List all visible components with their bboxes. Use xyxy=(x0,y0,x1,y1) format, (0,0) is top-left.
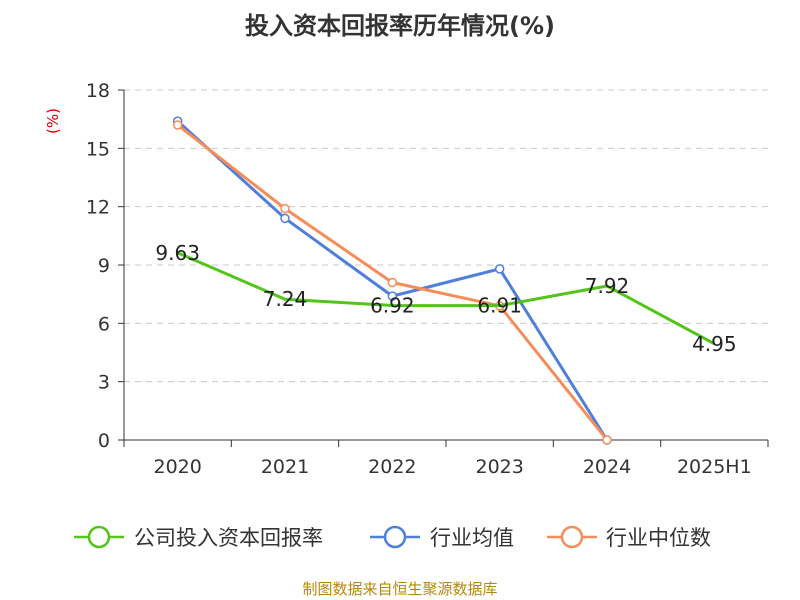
y-tick-label: 18 xyxy=(86,80,110,102)
data-label: 6.91 xyxy=(477,294,522,318)
data-label: 7.92 xyxy=(585,274,630,298)
x-tick-label: 2020 xyxy=(153,456,201,478)
data-point xyxy=(280,213,290,224)
data-label: 9.63 xyxy=(155,241,200,265)
data-source: 制图数据来自恒生聚源数据库 xyxy=(302,580,498,598)
y-tick-label: 12 xyxy=(86,197,110,219)
legend-label: 公司投入资本回报率 xyxy=(134,526,323,550)
y-tick-label: 9 xyxy=(98,255,110,277)
data-label: 7.24 xyxy=(263,287,308,311)
x-tick-label: 2022 xyxy=(368,456,416,478)
legend-marker xyxy=(560,525,584,549)
x-tick-label: 2023 xyxy=(475,456,523,478)
legend-label: 行业中位数 xyxy=(606,526,711,550)
y-tick-label: 3 xyxy=(98,372,110,394)
y-tick-label: 15 xyxy=(86,138,110,160)
data-point xyxy=(602,435,612,445)
series-line-0 xyxy=(177,251,716,346)
data-point xyxy=(280,203,290,214)
x-tick-label: 2025H1 xyxy=(677,456,752,478)
legend-label: 行业均值 xyxy=(430,526,514,550)
data-label: 4.95 xyxy=(692,332,737,356)
data-point xyxy=(494,264,505,274)
data-label: 6.92 xyxy=(370,293,415,317)
y-tick-label: 0 xyxy=(98,430,110,452)
x-tick-label: 2024 xyxy=(583,456,631,478)
legend-marker xyxy=(383,525,407,549)
x-tick-label: 2021 xyxy=(261,456,309,478)
chart-title: 投入资本回报率历年情况(%) xyxy=(245,12,555,40)
data-point xyxy=(387,291,398,301)
data-point xyxy=(172,120,183,130)
y-tick-label: 6 xyxy=(98,313,110,335)
legend-marker xyxy=(87,525,111,549)
data-point xyxy=(387,277,398,288)
